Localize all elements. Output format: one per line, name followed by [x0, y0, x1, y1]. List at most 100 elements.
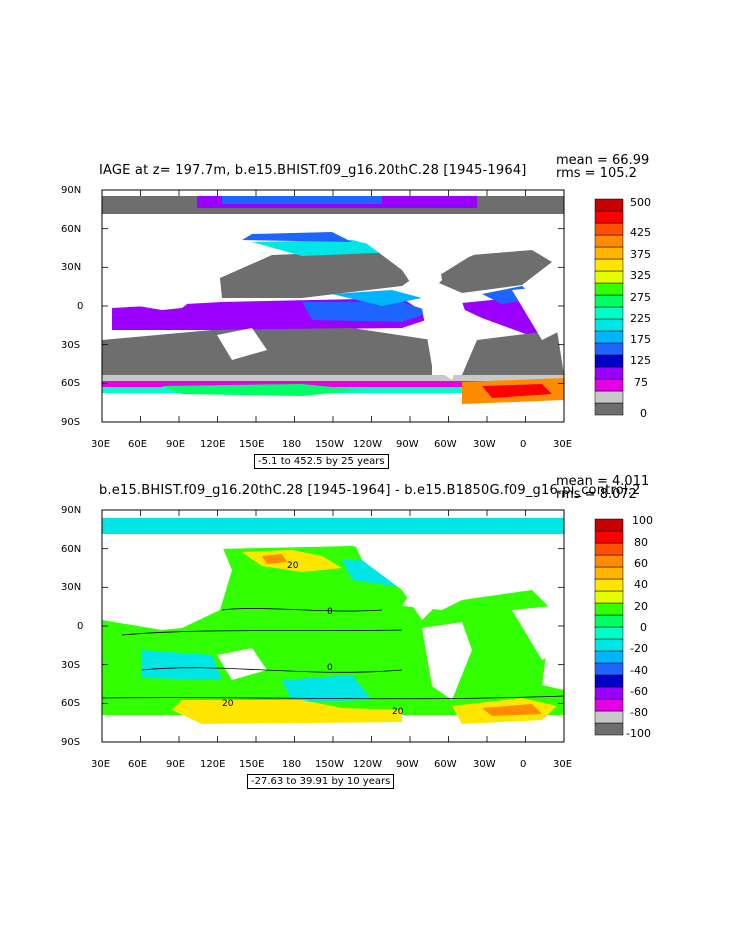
cb2-label-4: 20	[634, 600, 648, 613]
map-2-south-america	[422, 622, 472, 700]
cb2-label-3: 40	[634, 578, 648, 591]
p2-lat-60s: 60S	[61, 698, 81, 709]
cb1-label-3: 175	[630, 333, 651, 346]
p2-lat-90n: 90N	[61, 505, 82, 516]
map-2-contour-label-20a: 20	[287, 561, 299, 571]
colorbar-swatch	[594, 402, 624, 416]
map-1-bering-band	[252, 240, 402, 256]
p2-lon-4: 150E	[239, 759, 265, 770]
map-1-arctic-blue	[222, 196, 382, 204]
p2-lon-5: 180	[282, 759, 302, 770]
p2-lat-90s: 90S	[61, 737, 81, 748]
map-1-so-gray	[102, 375, 564, 381]
colorbar-swatch	[594, 722, 624, 736]
p2-lon-0: 30E	[91, 759, 111, 770]
cb2-label-9: -80	[630, 706, 648, 719]
panel-1-title: IAGE at z= 197.7m, b.e15.BHIST.f09_g16.2…	[99, 163, 527, 178]
cb1-label-1: 75	[634, 376, 648, 389]
colorbar-swatch	[594, 590, 624, 604]
colorbar-swatch	[594, 210, 624, 224]
map-2-contour-label-20b: 20	[222, 699, 234, 709]
cb1-label-9: 500	[630, 196, 651, 209]
panel-2-rms: rms = 8.072	[556, 487, 637, 502]
map-2-weddell-orange	[482, 704, 542, 716]
colorbar-swatch	[594, 602, 624, 616]
p1-lat-90s: 90S	[61, 417, 81, 428]
panel-1-range: -5.1 to 452.5 by 25 years	[254, 454, 389, 469]
cb1-label-7: 375	[630, 248, 651, 261]
cb2-label-6: -20	[630, 642, 648, 655]
map-2-eurasia	[102, 536, 232, 630]
map-2-contour-spac	[141, 667, 403, 673]
cb1-label-2: 125	[630, 354, 651, 367]
map-2-contour-label-0a: 0	[327, 607, 333, 617]
map-2-north-pacific-orange	[262, 554, 287, 564]
map-1-north-pacific	[220, 250, 432, 298]
panel-1-rms: rms = 105.2	[556, 166, 637, 181]
panel-2-colorbar	[594, 518, 624, 736]
colorbar-swatch	[594, 650, 624, 664]
cb2-label-8: -60	[630, 685, 648, 698]
panel-2-range: -27.63 to 39.91 by 10 years	[247, 774, 395, 789]
cb2-label-0: 100	[632, 514, 653, 527]
p2-lon-11: 0	[520, 759, 527, 770]
p1-lon-1: 60E	[128, 439, 148, 450]
cb2-label-7: -40	[630, 664, 648, 677]
p1-lat-60n: 60N	[61, 224, 82, 235]
p2-lon-6: 150W	[315, 759, 344, 770]
p2-lon-3: 120E	[200, 759, 226, 770]
map-1-south-pacific-indian	[102, 328, 432, 375]
p1-lat-0: 0	[77, 301, 84, 312]
colorbar-swatch	[594, 234, 624, 248]
colorbar-swatch	[594, 330, 624, 344]
cb2-label-2: 60	[634, 557, 648, 570]
map-2-spac-cyan	[282, 675, 372, 702]
p1-lon-2: 90E	[166, 439, 186, 450]
map-1-greenland	[432, 214, 532, 260]
panel-2-map: 20 0 0 20 20	[101, 509, 565, 743]
map-1-africa	[512, 286, 562, 340]
map-2-contour-npac	[221, 608, 383, 612]
map-1-weddell-red	[482, 384, 552, 398]
colorbar-swatch	[594, 318, 624, 332]
colorbar-swatch	[594, 366, 624, 380]
p1-lon-7: 120W	[353, 439, 382, 450]
cb1-label-0: 0	[640, 407, 647, 420]
map-2-contour-so	[101, 695, 565, 700]
colorbar-swatch	[594, 674, 624, 688]
p1-lon-3: 120E	[200, 439, 226, 450]
p1-lon-10: 30W	[473, 439, 496, 450]
p2-lon-7: 120W	[353, 759, 382, 770]
colorbar-swatch	[594, 626, 624, 640]
p1-lat-30n: 30N	[61, 262, 82, 273]
p1-lat-90n: 90N	[61, 185, 82, 196]
colorbar-swatch	[594, 542, 624, 556]
colorbar-swatch	[594, 710, 624, 724]
map-1-eurasia	[102, 230, 222, 310]
colorbar-swatch	[594, 270, 624, 284]
map-2-contour-eq	[121, 629, 403, 636]
cb2-label-5: 0	[640, 621, 647, 634]
colorbar-swatch	[594, 258, 624, 272]
map-1-south-america	[422, 302, 472, 380]
colorbar-swatch	[594, 378, 624, 392]
colorbar-swatch	[594, 342, 624, 356]
colorbar-swatch	[594, 698, 624, 712]
p1-lon-12: 30E	[553, 439, 573, 450]
map-1-south-atlantic	[462, 330, 564, 375]
colorbar-swatch	[594, 222, 624, 236]
colorbar-swatch	[594, 530, 624, 544]
p1-lon-4: 150E	[239, 439, 265, 450]
colorbar-swatch	[594, 566, 624, 580]
colorbar-swatch	[594, 554, 624, 568]
p2-lat-30n: 30N	[61, 582, 82, 593]
colorbar-swatch	[594, 638, 624, 652]
p2-lon-8: 90W	[396, 759, 419, 770]
colorbar-swatch	[594, 198, 624, 212]
cb1-label-4: 225	[630, 312, 651, 325]
colorbar-swatch	[594, 354, 624, 368]
panel-1-map	[101, 189, 565, 423]
colorbar-swatch	[594, 518, 624, 532]
map-2-australia	[217, 648, 267, 680]
p2-lon-10: 30W	[473, 759, 496, 770]
